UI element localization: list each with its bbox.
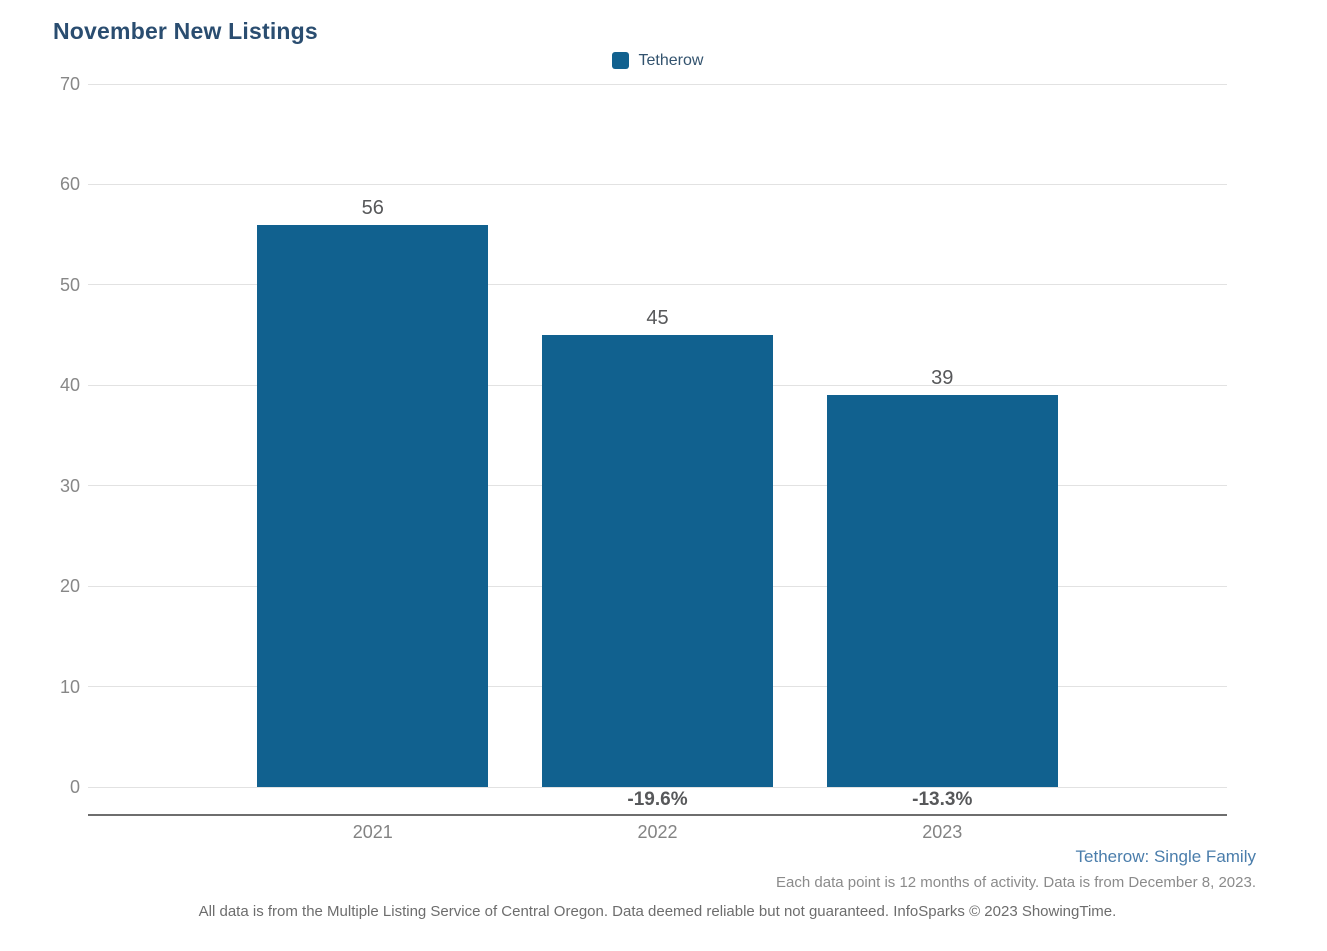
footer-disclaimer: All data is from the Multiple Listing Se… — [198, 903, 1117, 920]
legend-label: Tetherow — [638, 51, 704, 69]
chart-title: November New Listings — [53, 18, 318, 44]
x-tick-label-2022: 2022 — [637, 822, 678, 842]
legend[interactable]: Tetherow — [88, 50, 1227, 71]
footer-data-note: Each data point is 12 months of activity… — [776, 874, 1256, 891]
y-tick-label-0: 0 — [69, 777, 80, 797]
bar-value-label-2022: 45 — [646, 307, 669, 330]
gridline-y-50 — [88, 284, 1227, 286]
pct-change-label-2022: -19.6% — [627, 789, 688, 810]
bar-2023[interactable] — [826, 395, 1058, 787]
gridline-y-70 — [88, 83, 1227, 85]
y-tick-label-60: 60 — [59, 174, 80, 195]
bar-2021[interactable] — [257, 224, 489, 787]
gridline-y-60 — [88, 183, 1227, 185]
gridline-y-0 — [88, 786, 1227, 788]
footer-series-note: Tetherow: Single Family — [1075, 847, 1256, 866]
x-tick-label-2023: 2023 — [922, 822, 963, 842]
x-axis-line — [88, 814, 1227, 816]
legend-swatch-icon — [611, 52, 629, 69]
y-tick-label-30: 30 — [59, 475, 80, 496]
y-tick-label-50: 50 — [59, 274, 80, 295]
y-tick-label-10: 10 — [59, 676, 80, 697]
bar-value-label-2021: 56 — [361, 196, 384, 219]
x-tick-label-2021: 2021 — [352, 822, 393, 842]
y-tick-label-40: 40 — [59, 375, 80, 396]
pct-change-label-2023: -13.3% — [912, 789, 973, 810]
y-tick-label-70: 70 — [59, 74, 80, 94]
bar-2022[interactable] — [542, 335, 773, 787]
y-tick-label-20: 20 — [59, 576, 80, 597]
bar-value-label-2023: 39 — [931, 367, 954, 390]
